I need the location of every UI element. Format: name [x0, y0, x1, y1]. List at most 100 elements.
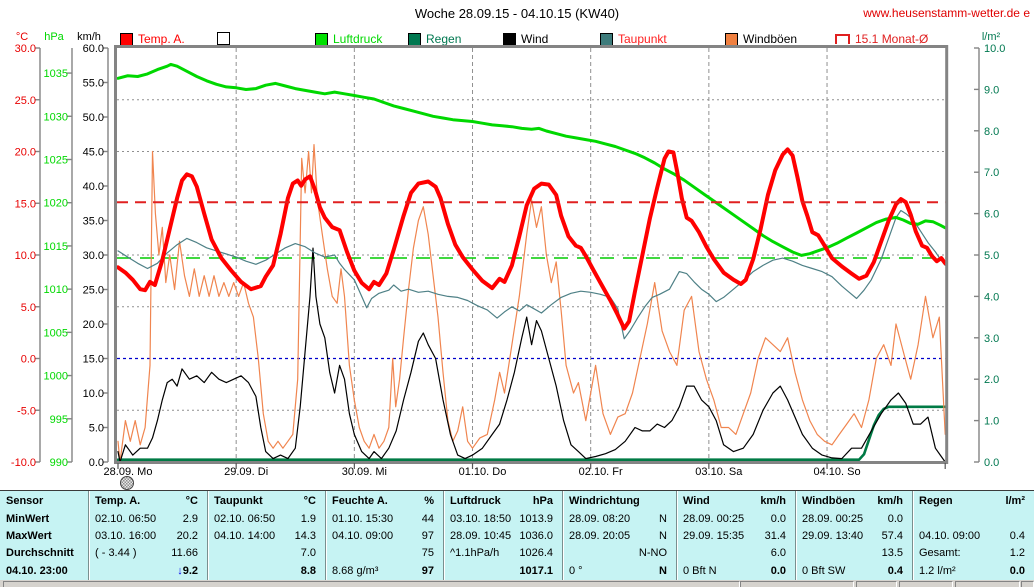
kmh-unit-label: km/h [77, 31, 101, 43]
kmh-tick-label: 10.0 [83, 388, 104, 400]
table-cell-value: 1036.0 [519, 530, 553, 542]
rain-series-line [116, 405, 947, 462]
table-cell-value: 0.0 [770, 513, 786, 525]
rain-tick-label: 4.0 [984, 291, 999, 303]
temp-tick-label: 20.0 [15, 147, 36, 159]
table-header-label: Feuchte A. [332, 495, 388, 507]
temp-tick-label: 30.0 [15, 43, 36, 55]
rain-tick-label: 10.0 [984, 43, 1005, 55]
hpa-axis: 1035 1030 1025 1020 1015 1010 1005 1000 995 990 hP… [44, 31, 73, 469]
table-cell-value: 8.8 [300, 565, 316, 577]
table-cell-value: 0.0 [1009, 565, 1025, 577]
table-cell-label: 01.10. 15:30 [332, 513, 394, 525]
weekly-weather-chart: 30.0 25.0 20.0 15.0 10.0 5.0 0.0 -5.0 -10.0 °C 103… [11, 31, 1005, 490]
falling-trend-icon: ↓ [177, 565, 183, 577]
temp-tick-label: 5.0 [21, 302, 36, 314]
table-cell-value: N [659, 530, 667, 542]
x-label-day: 30.09. Mi [341, 466, 387, 478]
table-row-label: Durchschnitt [6, 547, 74, 559]
table-header-sensor: Sensor [6, 495, 44, 507]
temp-axis: 30.0 25.0 20.0 15.0 10.0 5.0 0.0 -5.0 -10.0 °C [11, 31, 41, 469]
rain-tick-label: 9.0 [984, 84, 999, 96]
x-label-day: 02.10. Fr [578, 466, 623, 478]
hpa-tick-label: 1025 [44, 154, 68, 166]
table-header-label: Windrichtung [569, 495, 640, 507]
legend-label: 15.1 Monat-Ø [855, 32, 929, 46]
table-cell-label: 8.68 g/m³ [332, 565, 379, 577]
table-header-unit: °C [185, 495, 198, 507]
table-column-separator [325, 491, 326, 581]
temp-tick-label: -10.0 [11, 457, 36, 469]
table-cell-value: 20.2 [176, 530, 198, 542]
table-header-unit: °C [303, 495, 316, 507]
table-header-label: Taupunkt [214, 495, 263, 507]
table-header-unit: l/m² [1005, 495, 1025, 507]
temp-unit-label: °C [16, 31, 28, 43]
table-cell-value: 0.0 [770, 565, 786, 577]
table-cell-value: 1013.9 [519, 513, 553, 525]
website-link[interactable]: www.heusenstamm-wetter.de e [863, 6, 1030, 20]
hpa-tick-label: 990 [50, 457, 68, 469]
table-cell-value: 0.4 [1009, 530, 1025, 542]
table-cell-value: 1026.4 [519, 547, 553, 559]
table-cell-label: 28.09. 08:20 [569, 513, 631, 525]
hpa-unit-label: hPa [44, 31, 64, 43]
legend-label: Regen [426, 32, 462, 46]
gusts-series-line [117, 144, 946, 463]
rain-tick-label: 7.0 [984, 167, 999, 179]
table-cell-label: 28.09. 20:05 [569, 530, 631, 542]
kmh-tick-label: 15.0 [83, 354, 104, 366]
table-cell-value: 97 [421, 530, 434, 542]
temp-tick-label: 15.0 [15, 198, 36, 210]
table-cell-value: 44 [421, 513, 434, 525]
hpa-tick-label: 1010 [44, 284, 68, 296]
table-column-separator [207, 491, 208, 581]
table-cell-value: 31.4 [764, 530, 786, 542]
table-cell-value: 97 [421, 565, 434, 577]
table-header-label: Wind [683, 495, 710, 507]
table-cell-label: 0 ° [569, 565, 583, 577]
kmh-tick-label: 20.0 [83, 319, 104, 331]
temp-series-line [116, 147, 948, 331]
legend-label: Windböen [743, 32, 798, 46]
kmh-tick-label: 60.0 [83, 43, 104, 55]
table-cell-label: 04.10. 09:00 [919, 530, 981, 542]
table-row-label: MinWert [6, 513, 50, 525]
table-cell-label: 28.09. 00:25 [683, 513, 745, 525]
table-cell-label: 1.2 l/m² [919, 565, 956, 577]
temp-tick-label: 25.0 [15, 95, 36, 107]
kmh-tick-label: 40.0 [83, 181, 104, 193]
table-cell-label: 29.09. 13:40 [802, 530, 864, 542]
legend-label: Temp. A. [138, 32, 185, 46]
table-cell-label: ( - 3.44 ) [95, 547, 137, 559]
table-row-label: MaxWert [6, 530, 52, 542]
legend-label: Luftdruck [333, 32, 383, 46]
legend-item-monat: 15.1 Monat-Ø [835, 32, 928, 46]
status-bar [0, 580, 1034, 587]
x-label-day: 28.09. Mo [103, 466, 153, 478]
table-column-separator [912, 491, 913, 581]
table-cell-value: 14.3 [294, 530, 316, 542]
table-cell-label: 02.10. 06:50 [214, 513, 276, 525]
taupunkt-series-line [117, 209, 946, 340]
kmh-tick-label: 35.0 [83, 216, 104, 228]
rain-unit-label: l/m² [982, 31, 1001, 43]
table-header-label: Luftdruck [450, 495, 501, 507]
kmh-tick-label: 0.0 [89, 457, 104, 469]
status-bar-panel [3, 581, 740, 587]
hpa-tick-label: 1020 [44, 198, 68, 210]
kmh-tick-label: 55.0 [83, 78, 104, 90]
table-header-label: Windböen [802, 495, 856, 507]
status-bar-panel [955, 581, 1020, 587]
table-header-label: Temp. A. [95, 495, 141, 507]
table-column-separator [676, 491, 677, 581]
table-header-label: Regen [919, 495, 953, 507]
rain-tick-label: 2.0 [984, 374, 999, 386]
table-cell-value: 2.9 [182, 513, 198, 525]
table-cell-value: ↓9.2 [177, 565, 198, 577]
table-cell-value: N-NO [638, 547, 667, 559]
table-cell-value: 11.66 [171, 547, 198, 559]
table-cell-label: 04.10. 14:00 [214, 530, 276, 542]
table-cell-label: 0 Bft N [683, 565, 717, 577]
